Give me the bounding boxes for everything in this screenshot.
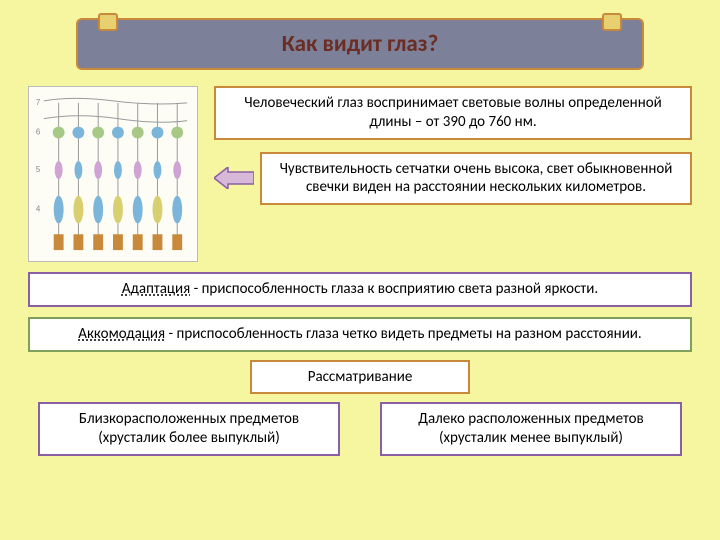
- svg-text:7: 7: [36, 98, 40, 107]
- accommodation-box: Аккомодация - приспособленность глаза че…: [28, 317, 692, 352]
- wavelength-box: Человеческий глаз воспринимает световые …: [214, 86, 692, 140]
- far-box: Далеко расположенных предметов (хрустали…: [380, 402, 682, 456]
- adaptation-box: Адаптация - приспособленность глаза к во…: [28, 272, 692, 307]
- adaptation-label: Адаптация: [122, 280, 190, 298]
- svg-text:5: 5: [36, 165, 41, 174]
- retina-diagram: 7 6 5 4: [28, 86, 198, 262]
- retina-svg: 7 6 5 4: [33, 91, 193, 257]
- accommodation-label: Аккомодация: [78, 325, 165, 343]
- sensitivity-text: Чувствительность сетчатки очень высока, …: [280, 160, 673, 197]
- consider-box: Рассматривание: [250, 360, 470, 395]
- arrow-left-icon: [214, 167, 254, 189]
- consider-text: Рассматривание: [308, 368, 413, 386]
- sensitivity-box: Чувствительность сетчатки очень высока, …: [260, 152, 692, 206]
- near-text: Близкорасположенных предметов (хрусталик…: [79, 410, 299, 447]
- adaptation-text: - приспособленность глаза к восприятию с…: [190, 280, 598, 298]
- row-bottom: Близкорасположенных предметов (хрусталик…: [28, 402, 692, 456]
- title-box: Как видит глаз?: [76, 18, 644, 70]
- row-top: 7 6 5 4 Человеческий глаз воспринимает свет…: [28, 86, 692, 262]
- wavelength-text: Человеческий глаз воспринимает световые …: [244, 94, 662, 131]
- svg-text:6: 6: [36, 127, 41, 136]
- accommodation-text: - приспособленность глаза четко видеть п…: [165, 325, 642, 343]
- svg-text:4: 4: [36, 205, 41, 214]
- page-title: Как видит глаз?: [282, 30, 439, 58]
- col-right: Человеческий глаз воспринимает световые …: [214, 86, 692, 205]
- far-text: Далеко расположенных предметов (хрустали…: [418, 410, 643, 447]
- near-box: Близкорасположенных предметов (хрусталик…: [38, 402, 340, 456]
- sensitivity-row: Чувствительность сетчатки очень высока, …: [214, 152, 692, 206]
